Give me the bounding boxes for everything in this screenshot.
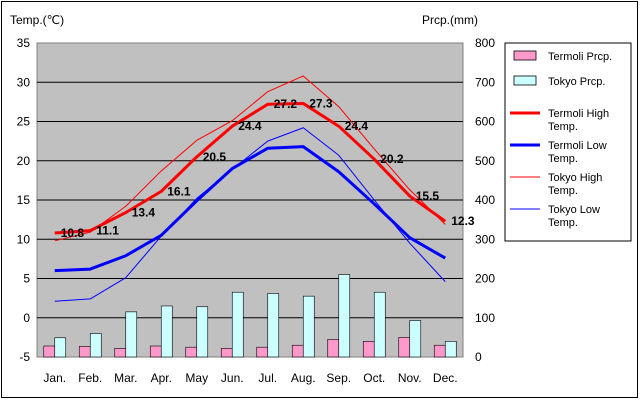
legend-label: Temp. xyxy=(548,121,578,133)
x-tick-label: Jan. xyxy=(43,371,66,385)
legend-label: Tokyo Low xyxy=(548,204,600,216)
bar-tokyo-prcp xyxy=(373,291,386,358)
left-tick-label: 15 xyxy=(17,193,31,207)
right-tick-label: 0 xyxy=(475,350,482,364)
x-tick-label: Jul. xyxy=(258,371,277,385)
right-tick-label: 400 xyxy=(475,193,495,207)
bar-tokyo-prcp xyxy=(125,311,138,358)
left-tick-label: 25 xyxy=(17,115,31,129)
bar-termoli-prcp xyxy=(78,346,91,358)
left-tick-label: 35 xyxy=(17,36,31,50)
bar-termoli-prcp xyxy=(291,344,304,358)
data-label: 20.5 xyxy=(203,150,227,164)
bar-termoli-prcp xyxy=(220,348,233,358)
bar-tokyo-prcp xyxy=(409,320,422,358)
x-tick-label: Mar. xyxy=(114,371,137,385)
x-tick-label: Jun. xyxy=(221,371,244,385)
bar-tokyo-prcp xyxy=(267,293,280,358)
right-axis-label: Prcp.(mm) xyxy=(422,13,478,27)
legend-swatch xyxy=(513,50,537,61)
data-labels: 10.8 11.1 13.4 16.1 20.5 24.4 27.2 27.3 24.4 20.2… xyxy=(61,96,475,240)
data-label: 24.4 xyxy=(345,119,369,133)
legend-label: Temp. xyxy=(548,217,578,229)
data-label: 24.4 xyxy=(238,119,262,133)
line-tokyo-high-temp xyxy=(54,75,446,242)
right-tick-label: 100 xyxy=(475,311,495,325)
legend-label: Tokyo Prcp. xyxy=(548,76,605,88)
left-tick-label: 0 xyxy=(23,311,30,325)
left-tick-label: 10 xyxy=(17,232,31,246)
x-axis-ticks: Jan. Feb. Mar. Apr. May Jun. Jul. Aug. Sep. Oct. N… xyxy=(43,371,457,385)
x-tick-label: Oct. xyxy=(363,371,385,385)
bar-tokyo-prcp xyxy=(302,295,315,358)
gridlines xyxy=(37,81,463,319)
x-tick-label: Aug. xyxy=(291,371,316,385)
bar-termoli-prcp xyxy=(149,345,162,358)
bar-tokyo-prcp xyxy=(196,306,209,358)
data-label: 16.1 xyxy=(167,184,191,198)
data-label: 27.3 xyxy=(309,96,333,110)
temperature-lines xyxy=(54,75,447,302)
bar-termoli-prcp xyxy=(433,344,446,358)
bar-termoli-prcp xyxy=(114,348,127,358)
x-tick-label: Feb. xyxy=(78,371,102,385)
data-label: 15.5 xyxy=(416,189,440,203)
left-tick-label: -5 xyxy=(19,350,30,364)
left-axis-label: Temp.(℃) xyxy=(10,13,64,27)
bar-tokyo-prcp xyxy=(160,305,173,358)
x-tick-label: Nov. xyxy=(398,371,422,385)
x-tick-label: Apr. xyxy=(151,371,172,385)
legend-label: Termoli High xyxy=(548,108,609,120)
right-tick-label: 300 xyxy=(475,232,495,246)
bar-termoli-prcp xyxy=(256,346,269,358)
right-tick-label: 700 xyxy=(475,75,495,89)
data-label: 20.2 xyxy=(380,152,404,166)
legend-label: Temp. xyxy=(548,153,578,165)
bar-termoli-prcp xyxy=(43,345,56,358)
right-tick-label: 200 xyxy=(475,272,495,286)
legend: Termoli Prcp.Tokyo Prcp.Termoli HighTemp… xyxy=(510,50,612,229)
x-tick-label: Sep. xyxy=(326,371,351,385)
bar-tokyo-prcp xyxy=(338,274,351,358)
left-tick-label: 5 xyxy=(23,272,30,286)
right-tick-label: 800 xyxy=(475,36,495,50)
x-tick-label: Dec. xyxy=(433,371,458,385)
left-tick-label: 30 xyxy=(17,75,31,89)
left-tick-label: 20 xyxy=(17,154,31,168)
x-tick-label: May xyxy=(185,371,208,385)
bar-termoli-prcp xyxy=(327,339,340,358)
right-tick-label: 500 xyxy=(475,154,495,168)
bar-termoli-prcp xyxy=(185,346,198,358)
line-termoli-high-temp xyxy=(54,101,447,235)
data-label: 11.1 xyxy=(96,224,119,238)
right-tick-label: 600 xyxy=(475,115,495,129)
data-label: 12.3 xyxy=(451,214,475,228)
bar-tokyo-prcp xyxy=(89,333,102,358)
bar-termoli-prcp xyxy=(362,340,375,358)
precipitation-bars xyxy=(43,274,457,358)
bar-tokyo-prcp xyxy=(231,291,244,358)
data-label: 27.2 xyxy=(274,97,298,111)
data-label: 13.4 xyxy=(132,206,156,220)
bar-tokyo-prcp xyxy=(54,337,67,358)
right-axis-ticks: 0 100 200 300 400 500 600 700 800 xyxy=(475,36,495,364)
legend-label: Termoli Low xyxy=(548,140,607,152)
line-termoli-low-temp xyxy=(54,145,446,273)
legend-label: Termoli Prcp. xyxy=(548,51,612,63)
left-axis-ticks: -5 0 5 10 15 20 25 30 35 xyxy=(17,36,31,364)
line-tokyo-low-temp xyxy=(54,127,446,302)
legend-swatch xyxy=(513,75,537,86)
bar-termoli-prcp xyxy=(398,337,411,358)
legend-label: Temp. xyxy=(548,185,578,197)
legend-label: Tokyo High xyxy=(548,172,602,184)
data-label: 10.8 xyxy=(61,226,85,240)
bar-tokyo-prcp xyxy=(444,340,457,358)
